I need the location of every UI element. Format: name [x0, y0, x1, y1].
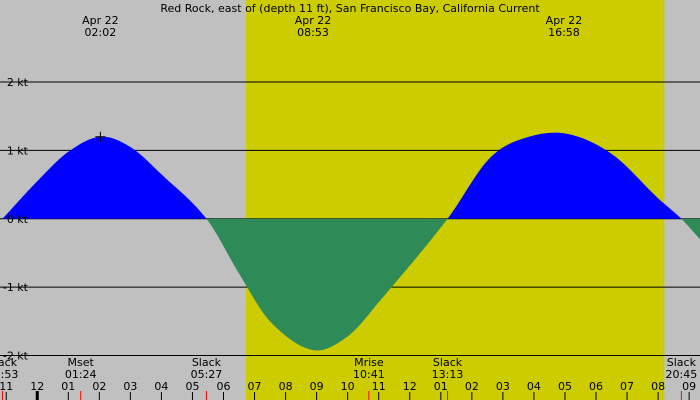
- event-time: 20:45: [666, 368, 698, 381]
- x-tick-label: 03: [496, 380, 510, 393]
- ebb-area: [206, 218, 448, 351]
- y-axis-labels: 2 kt 1 kt 0 kt -1 kt -2 kt: [3, 76, 29, 363]
- event-time: 13:13: [432, 368, 464, 381]
- y-tick-label: 2 kt: [7, 76, 29, 89]
- x-tick-label: 04: [154, 380, 168, 393]
- x-tick-label: 07: [620, 380, 634, 393]
- x-tick-label: 12: [403, 380, 417, 393]
- event-label: Slack: [433, 356, 463, 369]
- flood-area: [447, 132, 682, 219]
- flood-area: [2, 136, 207, 219]
- x-tick-label: 08: [279, 380, 293, 393]
- x-tick-label: 11: [372, 380, 386, 393]
- event-time: 02:02: [85, 26, 117, 39]
- x-tick-label: 04: [527, 380, 541, 393]
- x-tick-label: 09: [682, 380, 696, 393]
- event-date: Apr 22: [82, 14, 119, 27]
- x-tick-label: 03: [123, 380, 137, 393]
- x-tick-label: 05: [558, 380, 572, 393]
- y-tick-label: -2 kt: [3, 350, 29, 363]
- x-tick-label: 07: [248, 380, 262, 393]
- current-areas: [2, 132, 700, 351]
- x-tick-label: 11: [0, 380, 13, 393]
- ebb-area: [681, 218, 700, 240]
- y-tick-label: 0 kt: [7, 213, 29, 226]
- x-tick-label: 10: [341, 380, 355, 393]
- y-tick-label: 1 kt: [7, 144, 29, 157]
- event-date: Apr 22: [295, 14, 332, 27]
- now-marker: [95, 131, 106, 142]
- event-label: Mset: [68, 356, 95, 369]
- chart-title: Red Rock, east of (depth 11 ft), San Fra…: [160, 2, 540, 15]
- event-time: 16:58: [548, 26, 580, 39]
- event-label: Slack: [667, 356, 697, 369]
- event-time: 01:24: [65, 368, 97, 381]
- bottom-event-labels: Slack22:53Mset01:24Slack05:27Mrise10:41S…: [0, 356, 697, 381]
- x-tick-label: 01: [61, 380, 75, 393]
- event-label: Slack: [192, 356, 222, 369]
- event-time: 08:53: [297, 26, 329, 39]
- event-time: 10:41: [353, 368, 385, 381]
- x-tick-label: 09: [310, 380, 324, 393]
- y-tick-label: -1 kt: [3, 281, 29, 294]
- x-axis: 11 12 01 02 03 04 05 06 07 08 09 10 11 12 01 02 03 04 05 06…: [0, 380, 696, 400]
- x-tick-label: 05: [185, 380, 199, 393]
- x-tick-label: 08: [651, 380, 665, 393]
- x-tick-label: 02: [92, 380, 106, 393]
- event-label: Slack: [0, 356, 18, 369]
- event-date: Apr 22: [546, 14, 583, 27]
- x-tick-label: 06: [217, 380, 231, 393]
- event-time: 22:53: [0, 368, 18, 381]
- event-time: 05:27: [191, 368, 223, 381]
- x-tick-label: 02: [465, 380, 479, 393]
- x-tick-label: 12: [30, 380, 44, 393]
- event-label: Mrise: [354, 356, 384, 369]
- x-tick-label: 06: [589, 380, 603, 393]
- x-tick-label: 01: [434, 380, 448, 393]
